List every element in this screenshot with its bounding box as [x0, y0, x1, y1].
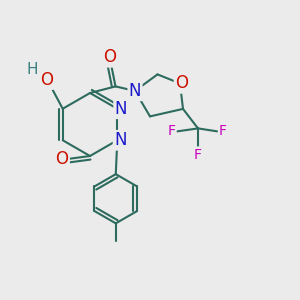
Text: O: O — [40, 70, 53, 89]
Text: N: N — [115, 100, 127, 118]
Text: H: H — [26, 62, 38, 77]
Text: F: F — [194, 148, 202, 161]
Text: N: N — [129, 82, 141, 100]
Text: F: F — [168, 124, 176, 138]
Text: N: N — [114, 131, 127, 149]
Text: F: F — [219, 124, 227, 138]
Text: O: O — [175, 74, 188, 92]
Text: O: O — [56, 150, 69, 168]
Text: O: O — [103, 48, 116, 66]
